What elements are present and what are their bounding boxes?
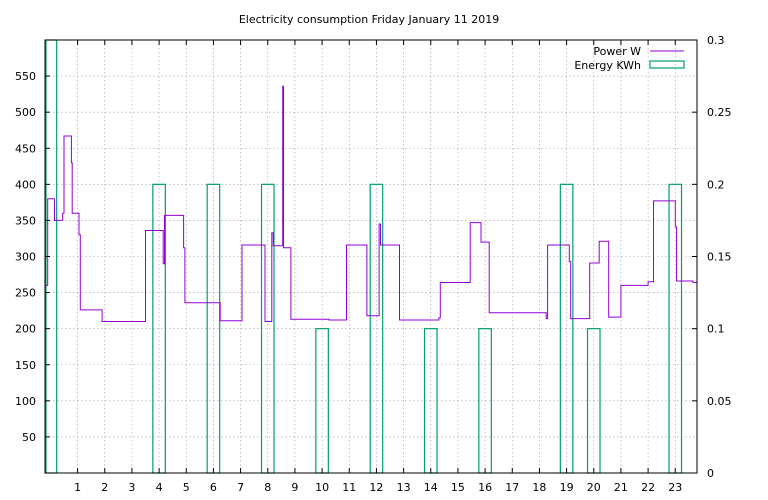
x-tick-label: 23 xyxy=(668,481,682,494)
y-tick-label: 100 xyxy=(15,395,36,408)
x-tick-label: 9 xyxy=(291,481,298,494)
axis-ticks: 1 2 3 4 5 6 7 8 9 10 11 12 13 14 15 16 17 18 19 20 21 22 23501… xyxy=(15,34,732,494)
x-tick-label: 17 xyxy=(505,481,519,494)
x-tick-label: 5 xyxy=(183,481,190,494)
x-tick-label: 22 xyxy=(641,481,655,494)
y-tick-label: 450 xyxy=(15,142,36,155)
x-tick-label: 20 xyxy=(587,481,601,494)
y2-tick-label: 0.2 xyxy=(707,178,725,191)
y2-tick-label: 0.05 xyxy=(707,395,732,408)
y2-tick-label: 0.25 xyxy=(707,106,732,119)
legend-swatch-energy xyxy=(649,60,685,69)
x-tick-label: 21 xyxy=(614,481,628,494)
x-tick-label: 4 xyxy=(156,481,163,494)
legend-label-power: Power W xyxy=(593,45,641,58)
x-tick-label: 15 xyxy=(451,481,465,494)
y-tick-label: 500 xyxy=(15,106,36,119)
y-tick-label: 350 xyxy=(15,214,36,227)
x-tick-label: 14 xyxy=(424,481,438,494)
power-line xyxy=(45,85,697,322)
y-tick-label: 50 xyxy=(22,431,36,444)
x-tick-label: 8 xyxy=(264,481,271,494)
x-tick-label: 16 xyxy=(478,481,492,494)
y2-tick-label: 0.1 xyxy=(707,323,725,336)
x-tick-label: 18 xyxy=(532,481,546,494)
y2-tick-label: 0 xyxy=(707,467,714,480)
grid xyxy=(45,40,697,473)
y-tick-label: 300 xyxy=(15,251,36,264)
y-tick-label: 550 xyxy=(15,70,36,83)
y2-tick-label: 0.3 xyxy=(707,34,725,47)
x-tick-label: 13 xyxy=(397,481,411,494)
x-tick-label: 6 xyxy=(210,481,217,494)
y-tick-label: 400 xyxy=(15,178,36,191)
x-tick-label: 3 xyxy=(128,481,135,494)
x-tick-label: 11 xyxy=(342,481,356,494)
power-line-layer xyxy=(45,85,697,322)
legend-label-energy: Energy KWh xyxy=(574,59,641,72)
y-tick-label: 200 xyxy=(15,323,36,336)
chart-title: Electricity consumption Friday January 1… xyxy=(239,13,499,26)
x-tick-label: 2 xyxy=(101,481,108,494)
legend: Power W Energy KWh xyxy=(574,45,685,72)
x-tick-label: 10 xyxy=(315,481,329,494)
y-tick-label: 250 xyxy=(15,287,36,300)
x-tick-label: 1 xyxy=(74,481,81,494)
x-tick-label: 12 xyxy=(369,481,383,494)
x-tick-label: 7 xyxy=(237,481,244,494)
x-tick-label: 19 xyxy=(560,481,574,494)
y2-tick-label: 0.15 xyxy=(707,251,732,264)
y-tick-label: 150 xyxy=(15,359,36,372)
